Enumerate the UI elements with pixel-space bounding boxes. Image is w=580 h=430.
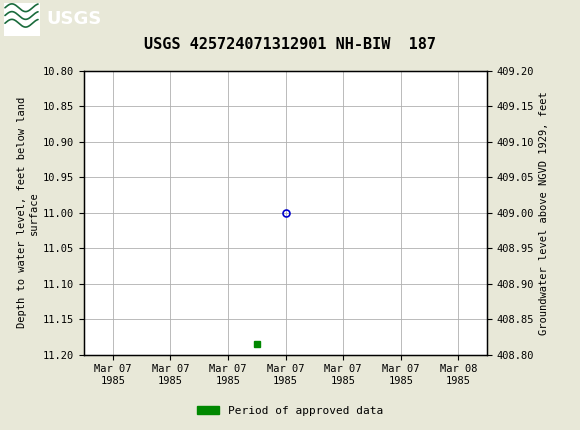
Bar (4, 3, 40, 36)
Text: USGS 425724071312901 NH-BIW  187: USGS 425724071312901 NH-BIW 187 (144, 37, 436, 52)
Legend: Period of approved data: Period of approved data (193, 401, 387, 420)
Text: USGS: USGS (46, 10, 102, 28)
Y-axis label: Depth to water level, feet below land
surface: Depth to water level, feet below land su… (17, 97, 39, 329)
Y-axis label: Groundwater level above NGVD 1929, feet: Groundwater level above NGVD 1929, feet (539, 91, 549, 335)
